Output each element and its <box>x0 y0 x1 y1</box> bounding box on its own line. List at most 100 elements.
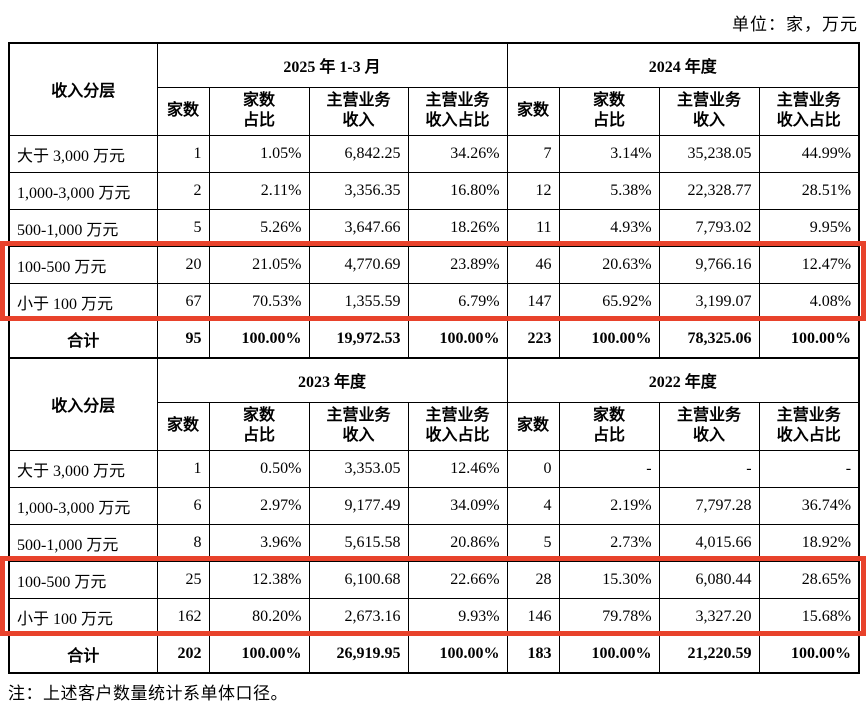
value-cell: 21.05% <box>208 245 310 284</box>
col-header-count: 家数 <box>506 401 560 451</box>
total-row: 合计 202 100.00% 26,919.95 100.00% 183 100… <box>8 634 860 674</box>
tier-cell: 500-1,000 万元 <box>8 208 158 247</box>
total-cell: 19,972.53 <box>308 319 409 359</box>
value-cell: 2.73% <box>558 523 660 562</box>
col-header-revenue: 主营业务 收入 <box>308 401 409 451</box>
value-cell: 7,797.28 <box>658 486 760 525</box>
tier-cell: 大于 3,000 万元 <box>8 134 158 173</box>
row-header-revenue-tier: 收入分层 <box>8 357 158 451</box>
value-cell: 146 <box>506 597 560 636</box>
value-cell: 11 <box>506 208 560 247</box>
value-cell: 1 <box>156 449 210 488</box>
total-cell: 100.00% <box>407 634 508 674</box>
value-cell: 1.05% <box>208 134 310 173</box>
table-row: 1,000-3,000 万元 6 2.97% 9,177.49 34.09% 4… <box>8 486 860 525</box>
tier-cell: 小于 100 万元 <box>8 282 158 321</box>
total-row: 合计 95 100.00% 19,972.53 100.00% 223 100.… <box>8 319 860 359</box>
value-cell: 67 <box>156 282 210 321</box>
table-row: 500-1,000 万元 5 5.26% 3,647.66 18.26% 11 … <box>8 208 860 247</box>
total-cell: 100.00% <box>758 634 860 674</box>
value-cell: 2 <box>156 171 210 210</box>
footnote: 注：上述客户数量统计系单体口径。 <box>8 684 288 703</box>
value-cell: 162 <box>156 597 210 636</box>
period-header-2025: 2025 年 1-3 月 <box>156 42 508 88</box>
period-header-2023: 2023 年度 <box>156 357 508 403</box>
value-cell: 15.68% <box>758 597 860 636</box>
total-cell: 26,919.95 <box>308 634 409 674</box>
value-cell: 2.97% <box>208 486 310 525</box>
table-row: 大于 3,000 万元 1 1.05% 6,842.25 34.26% 7 3.… <box>8 134 860 173</box>
total-cell: 100.00% <box>208 634 310 674</box>
value-cell: 20.86% <box>407 523 508 562</box>
table-row: 1,000-3,000 万元 2 2.11% 3,356.35 16.80% 1… <box>8 171 860 210</box>
value-cell: 3.14% <box>558 134 660 173</box>
period-header-2024: 2024 年度 <box>506 42 860 88</box>
value-cell: 8 <box>156 523 210 562</box>
value-cell: 3.96% <box>208 523 310 562</box>
value-cell: 6.79% <box>407 282 508 321</box>
value-cell: 12.47% <box>758 245 860 284</box>
total-cell: 183 <box>506 634 560 674</box>
value-cell: 15.30% <box>558 560 660 599</box>
value-cell: 5 <box>506 523 560 562</box>
col-header-count-pct: 家数 占比 <box>558 401 660 451</box>
col-header-count: 家数 <box>506 86 560 136</box>
value-cell: 23.89% <box>407 245 508 284</box>
value-cell: 12.38% <box>208 560 310 599</box>
value-cell: 34.26% <box>407 134 508 173</box>
value-cell: 4.08% <box>758 282 860 321</box>
col-header-count: 家数 <box>156 86 210 136</box>
value-cell: 20.63% <box>558 245 660 284</box>
table-row-highlighted: 100-500 万元 25 12.38% 6,100.68 22.66% 28 … <box>8 560 860 599</box>
tier-cell: 小于 100 万元 <box>8 597 158 636</box>
table-row: 大于 3,000 万元 1 0.50% 3,353.05 12.46% 0 - … <box>8 449 860 488</box>
value-cell: 65.92% <box>558 282 660 321</box>
value-cell: 3,199.07 <box>658 282 760 321</box>
value-cell: 6 <box>156 486 210 525</box>
col-header-revenue-pct: 主营业务 收入占比 <box>758 401 860 451</box>
total-cell: 202 <box>156 634 210 674</box>
col-header-revenue-pct: 主营业务 收入占比 <box>407 86 508 136</box>
col-header-revenue-pct: 主营业务 收入占比 <box>758 86 860 136</box>
value-cell: 0 <box>506 449 560 488</box>
value-cell: 5,615.58 <box>308 523 409 562</box>
value-cell: 5.38% <box>558 171 660 210</box>
tier-cell: 1,000-3,000 万元 <box>8 486 158 525</box>
value-cell: 46 <box>506 245 560 284</box>
table-row: 500-1,000 万元 8 3.96% 5,615.58 20.86% 5 2… <box>8 523 860 562</box>
value-cell: 3,353.05 <box>308 449 409 488</box>
total-cell: 21,220.59 <box>658 634 760 674</box>
col-header-count: 家数 <box>156 401 210 451</box>
value-cell: 80.20% <box>208 597 310 636</box>
table-row-highlighted: 小于 100 万元 162 80.20% 2,673.16 9.93% 146 … <box>8 597 860 636</box>
value-cell: 3,356.35 <box>308 171 409 210</box>
tier-cell: 100-500 万元 <box>8 560 158 599</box>
value-cell: 5.26% <box>208 208 310 247</box>
total-label: 合计 <box>8 319 158 359</box>
total-cell: 78,325.06 <box>658 319 760 359</box>
value-cell: 12.46% <box>407 449 508 488</box>
value-cell: 7,793.02 <box>658 208 760 247</box>
value-cell: 4 <box>506 486 560 525</box>
value-cell: 9,177.49 <box>308 486 409 525</box>
value-cell: 22.66% <box>407 560 508 599</box>
value-cell: 2.19% <box>558 486 660 525</box>
value-cell: 36.74% <box>758 486 860 525</box>
unit-label: 单位：家，万元 <box>732 15 858 34</box>
value-cell: 3,647.66 <box>308 208 409 247</box>
col-header-revenue: 主营业务 收入 <box>658 401 760 451</box>
tier-cell: 100-500 万元 <box>8 245 158 284</box>
table-row-highlighted: 100-500 万元 20 21.05% 4,770.69 23.89% 46 … <box>8 245 860 284</box>
value-cell: 6,100.68 <box>308 560 409 599</box>
value-cell: 4,770.69 <box>308 245 409 284</box>
value-cell: 79.78% <box>558 597 660 636</box>
value-cell: 28 <box>506 560 560 599</box>
value-cell: 2,673.16 <box>308 597 409 636</box>
total-cell: 223 <box>506 319 560 359</box>
col-header-count-pct: 家数 占比 <box>208 86 310 136</box>
value-cell: 147 <box>506 282 560 321</box>
value-cell: 20 <box>156 245 210 284</box>
value-cell: 9.95% <box>758 208 860 247</box>
col-header-revenue-pct: 主营业务 收入占比 <box>407 401 508 451</box>
total-cell: 100.00% <box>758 319 860 359</box>
